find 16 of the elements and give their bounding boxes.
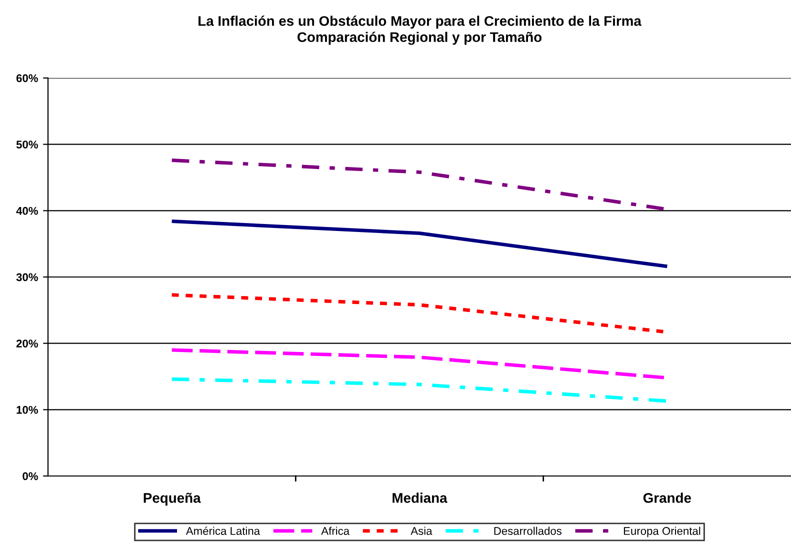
- chart-title: La Inflación es un Obstáculo Mayor para el Crecimiento de la Firma Comparación Regional y por Tamaño: [198, 16, 642, 45]
- legend-label: Desarrollados: [494, 526, 562, 535]
- legend-label: América Latina: [186, 526, 260, 535]
- y-tick-label: 30%: [16, 273, 38, 282]
- legend-label: Africa: [321, 526, 350, 535]
- y-tick-label: 10%: [16, 406, 38, 414]
- x-tick-label: Grande: [643, 492, 692, 503]
- legend-label: Asia: [410, 526, 432, 535]
- x-tick-label: Mediana: [392, 492, 448, 503]
- y-tick-label: 40%: [16, 206, 38, 215]
- legend-label: Europa Oriental: [624, 526, 700, 538]
- y-tick-label: 50%: [16, 140, 38, 148]
- y-tick-label: 0%: [22, 472, 38, 480]
- y-tick-label: 20%: [16, 340, 38, 348]
- x-tick-label: Pequeña: [144, 492, 201, 506]
- y-tick-label: 60%: [16, 74, 38, 82]
